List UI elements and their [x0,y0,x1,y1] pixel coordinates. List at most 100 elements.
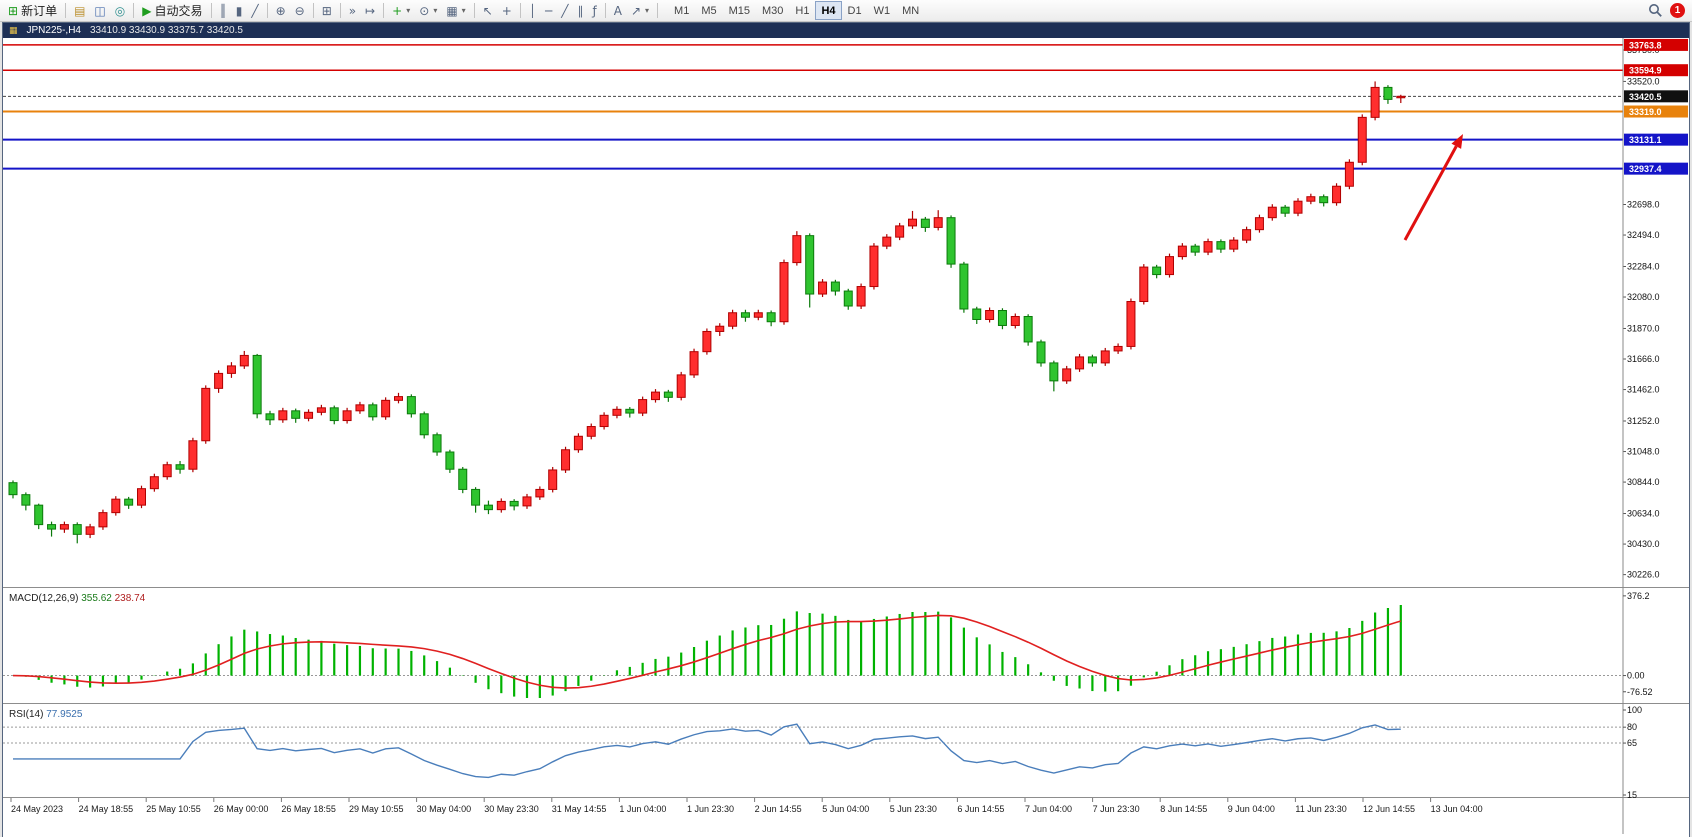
timeframe-h4[interactable]: H4 [815,1,842,20]
periods-button[interactable]: ⊙ ▾ [415,1,441,20]
tile-windows-icon[interactable]: ⊞ [318,1,336,20]
navigator-icon[interactable]: ◎ [111,1,129,20]
candle [34,504,44,526]
macd-axis-label: 376.2 [1627,591,1650,601]
candlestick-chart-icon[interactable]: ▮ [232,1,247,20]
candle [252,354,262,415]
rsi-line [13,723,1401,779]
chart-ohlc-values: 33410.9 33430.9 33375.7 33420.5 [89,25,243,36]
candle [869,245,879,288]
rsi-label: RSI(14) 77.9525 [9,709,83,720]
resistance-line-2-price-label[interactable]: 33594.9 [1624,64,1688,77]
candle [740,312,750,318]
candle [573,435,583,451]
candle [599,414,609,428]
timeframe-m15[interactable]: M15 [723,1,756,20]
toolbar-separator [519,3,521,18]
resistance-line-1-price-label[interactable]: 33763.8 [1624,38,1688,51]
candle [946,217,956,265]
price-axis-label: 30430.0 [1627,539,1660,549]
support-line-orange-price-label[interactable]: 33319.0 [1624,105,1688,118]
data-window-icon[interactable]: ◫ [90,1,109,20]
timeframe-mn[interactable]: MN [896,1,925,20]
chart-title-bar[interactable]: ▦ JPN225-,H4 33410.9 33430.9 33375.7 334… [3,23,1689,38]
timeframe-w1[interactable]: W1 [868,1,897,20]
text-tool-icon[interactable]: A [610,1,626,20]
candle [111,498,121,514]
chevron-down-icon[interactable]: ▾ [406,6,411,15]
line-chart-icon[interactable]: ╱ [247,1,262,20]
candle [1036,341,1046,364]
zoom-out-icon[interactable]: ⊖ [291,1,309,20]
svg-text:33319.0: 33319.0 [1629,107,1662,117]
chart-shift-icon[interactable]: ↦ [361,1,379,20]
chevron-down-icon[interactable]: ▾ [461,6,466,15]
candle [1319,196,1329,204]
vertical-line-icon[interactable]: │ [525,1,540,20]
auto-trading-button[interactable]: ▶ 自动交易 [138,1,206,20]
chevron-down-icon[interactable]: ▾ [645,6,650,15]
candle [175,464,185,470]
timeframe-d1[interactable]: D1 [842,1,868,20]
arrow-tool-icon: ↗ [630,3,642,18]
candle [535,488,545,498]
vertical-line-icon: │ [528,3,537,18]
support-line-blue-2-price-label[interactable]: 32937.4 [1624,162,1688,175]
price-axis-label: 32284.0 [1627,261,1660,271]
candle [830,281,840,292]
channel-icon[interactable]: ∥ [574,1,588,20]
timeframe-m30[interactable]: M30 [756,1,789,20]
chart-canvas[interactable]: 33730.033520.032698.032494.032284.032080… [3,38,1689,834]
timeframe-h1[interactable]: H1 [789,1,815,20]
notification-badge[interactable]: 1 [1670,3,1685,18]
bars-chart-icon[interactable]: ║ [216,1,231,20]
timeframe-m1[interactable]: M1 [668,1,695,20]
chevron-down-icon[interactable]: ▾ [433,6,438,15]
candle [1332,185,1342,204]
candle [638,399,648,414]
crosshair-icon: + [501,3,512,18]
auto-scroll-icon[interactable]: » [345,1,360,20]
toolbar-separator [657,3,659,18]
chart-window: ▦ JPN225-,H4 33410.9 33430.9 33375.7 334… [2,22,1690,837]
price-axis-label: 31048.0 [1627,447,1660,457]
crosshair-icon[interactable]: + [498,1,516,20]
timeframe-m5[interactable]: M5 [695,1,722,20]
bid-price-label: 33420.5 [1624,90,1688,103]
candle [381,399,391,418]
candle [1216,241,1226,250]
candle [702,330,712,353]
time-axis-label: 26 May 00:00 [214,804,269,814]
market-watch-icon[interactable]: ▤ [70,1,89,20]
search-icon[interactable] [1648,3,1663,18]
time-axis-label: 8 Jun 14:55 [1160,804,1207,814]
horizontal-line-icon[interactable]: ─ [541,1,556,20]
cursor-icon[interactable]: ↖ [479,1,497,20]
time-axis-label: 29 May 10:55 [349,804,404,814]
time-axis-label: 9 Jun 04:00 [1228,804,1275,814]
candle [162,464,172,478]
new-order-button[interactable]: ⊞ 新订单 [4,1,61,20]
trendline-icon: ╱ [561,3,569,18]
candle [1062,368,1072,382]
svg-text:33420.5: 33420.5 [1629,92,1662,102]
candle [316,407,326,413]
candle [612,408,622,416]
zoom-in-icon[interactable]: ⊕ [272,1,290,20]
candle [561,449,571,471]
candle [1293,200,1303,214]
toolbar-separator [312,3,314,18]
candle [1023,315,1033,343]
rsi-axis-label: 15 [1627,790,1637,800]
candle [522,496,532,507]
trendline-icon[interactable]: ╱ [557,1,572,20]
candle [291,410,301,419]
indicators-button[interactable]: + ▾ [388,1,414,20]
templates-button[interactable]: ▦ ▾ [442,1,469,20]
price-axis-label: 31666.0 [1627,354,1660,364]
support-line-blue-1-price-label[interactable]: 33131.1 [1624,133,1688,146]
fibonacci-icon[interactable]: ƒ [589,1,601,20]
trend-arrow[interactable] [1403,134,1463,241]
fibonacci-icon: ƒ [592,3,597,18]
arrow-tool-icon[interactable]: ↗ ▾ [627,1,653,20]
